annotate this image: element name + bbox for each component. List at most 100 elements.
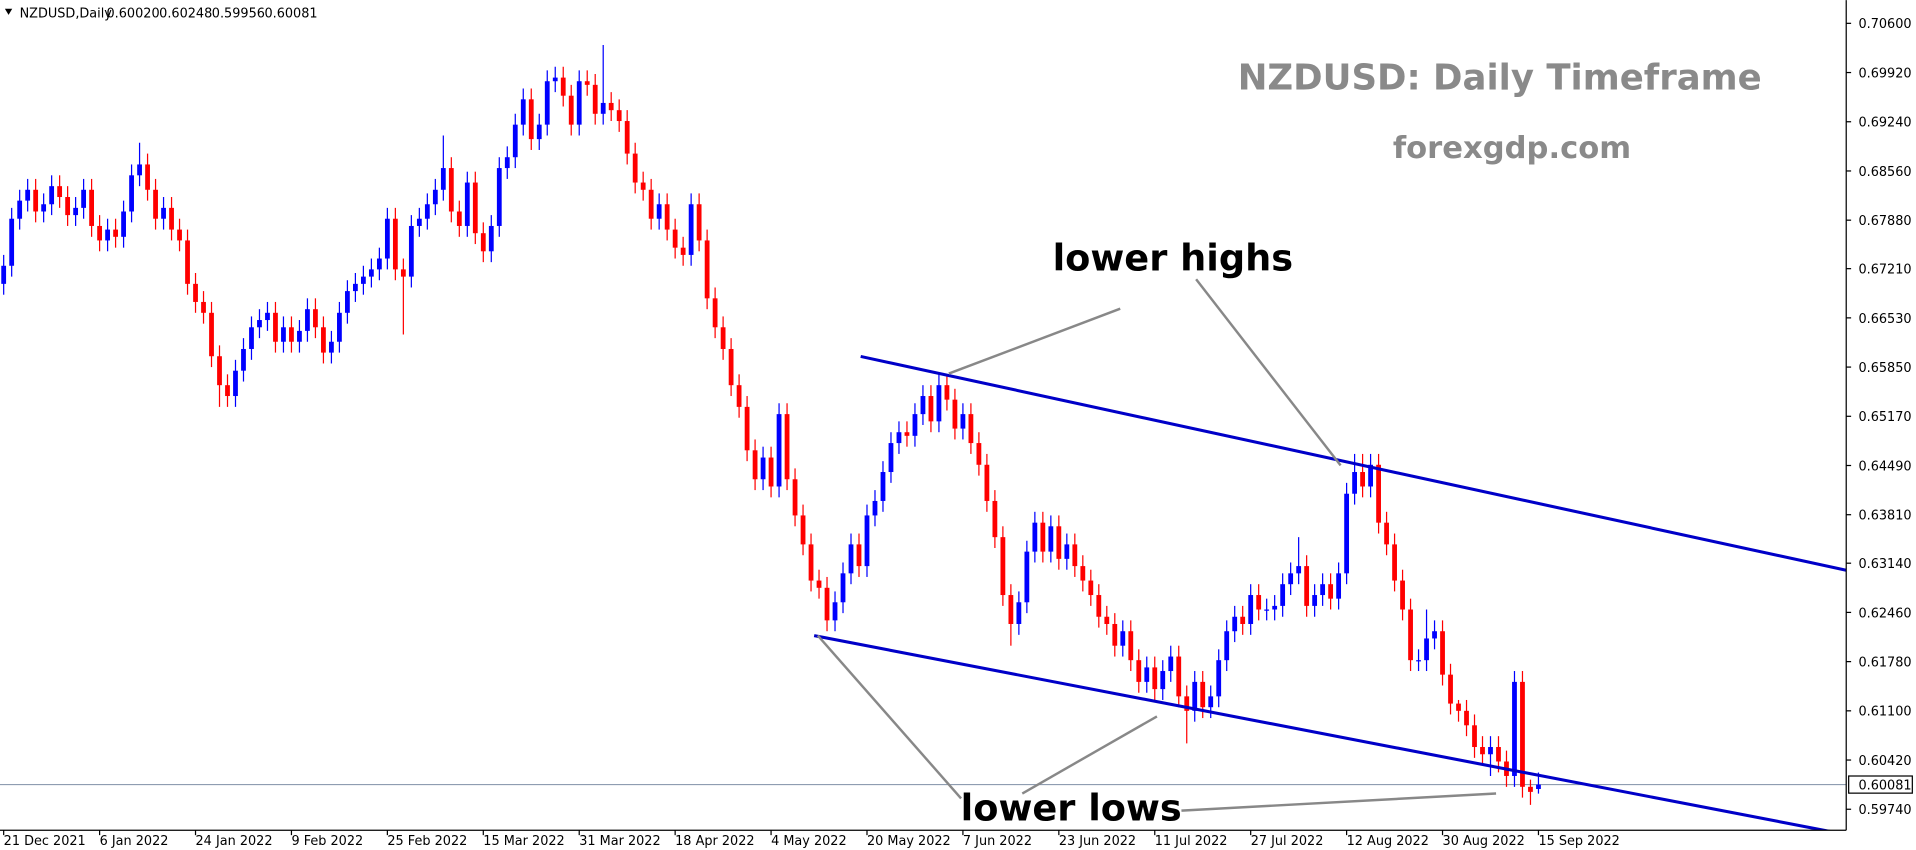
annotation: lower highs xyxy=(1053,237,1294,280)
candle-body xyxy=(145,164,150,190)
candle-body xyxy=(1488,747,1493,755)
y-tick-label: 0.65170 xyxy=(1858,410,1911,425)
candle-body xyxy=(353,283,358,292)
candle-body xyxy=(1392,544,1397,581)
candle-body xyxy=(81,189,87,208)
candle-body xyxy=(113,229,118,237)
candle-body xyxy=(648,189,654,219)
candle-body xyxy=(448,168,454,212)
candle-body xyxy=(376,258,382,270)
y-tick-label: 0.67880 xyxy=(1858,214,1911,229)
candle-body xyxy=(57,186,63,198)
pointer-line xyxy=(1021,715,1158,795)
candle-body xyxy=(568,95,574,125)
candle-body xyxy=(904,432,910,436)
candle-body xyxy=(512,124,518,158)
candle-body xyxy=(368,269,374,277)
candle-body xyxy=(1400,580,1405,610)
candle-body xyxy=(624,121,630,154)
candle-body xyxy=(1376,464,1381,523)
candle-body xyxy=(792,479,798,516)
candle-body xyxy=(41,204,47,212)
y-tick-label: 0.61780 xyxy=(1858,656,1911,671)
candle-body xyxy=(720,327,726,349)
x-tick-label: 9 Feb 2022 xyxy=(291,834,363,849)
x-tick-label: 27 Jul 2022 xyxy=(1251,834,1324,849)
candle-body xyxy=(672,229,678,248)
candle-body xyxy=(520,99,526,125)
x-tick-label: 15 Sep 2022 xyxy=(1538,834,1619,849)
candle-body xyxy=(960,414,966,429)
x-tick-label: 7 Jun 2022 xyxy=(963,834,1032,849)
candle-body xyxy=(968,414,974,444)
candle-body xyxy=(752,450,758,480)
candle-body xyxy=(241,348,246,371)
y-tick-label: 0.63810 xyxy=(1858,509,1911,524)
candle-body xyxy=(704,240,710,299)
candle-body xyxy=(592,84,598,114)
chart-title: NZDUSD: Daily Timeframe xyxy=(1238,58,1762,99)
candle-body xyxy=(816,580,822,588)
candle-body xyxy=(1536,784,1541,789)
ohlc-low: 0.59956 xyxy=(212,6,265,21)
candle-body xyxy=(1104,616,1110,624)
candle-body xyxy=(808,544,814,581)
candle-body xyxy=(1024,551,1030,603)
candle-body xyxy=(1096,595,1102,617)
candle-body xyxy=(1192,681,1198,711)
candle-body xyxy=(496,168,502,226)
candle-body xyxy=(257,320,262,328)
candle-body xyxy=(1456,703,1461,711)
annotation: lower lows xyxy=(961,786,1182,829)
candle-body xyxy=(1200,681,1206,708)
y-tick-label: 0.61100 xyxy=(1858,705,1911,720)
candle-body xyxy=(984,464,990,501)
x-tick-label: 25 Feb 2022 xyxy=(387,834,467,849)
y-tick-label: 0.62460 xyxy=(1858,606,1911,621)
candle-body xyxy=(201,301,206,313)
candle-body xyxy=(856,544,862,567)
candle-body xyxy=(504,157,510,169)
candle-body xyxy=(25,189,31,201)
candle-body xyxy=(1112,623,1118,646)
last-price-label: 0.60081 xyxy=(1858,778,1911,793)
candle-body xyxy=(928,396,934,422)
candle-body xyxy=(17,200,23,219)
candle-body xyxy=(1320,584,1326,596)
candle-body xyxy=(1288,573,1294,585)
candle-body xyxy=(209,312,214,357)
candle-body xyxy=(73,207,79,216)
candle-body xyxy=(89,189,95,226)
candle-body xyxy=(992,500,998,538)
candle-body xyxy=(1160,671,1166,690)
candle-body xyxy=(1008,595,1014,624)
candle-body xyxy=(712,298,718,328)
candle-body xyxy=(153,189,158,219)
x-tick-label: 11 Jul 2022 xyxy=(1155,834,1228,849)
candle-body xyxy=(1000,537,1006,596)
candle-body xyxy=(1528,786,1533,792)
candle-body xyxy=(1168,656,1174,672)
candle-body xyxy=(480,233,486,252)
candle-body xyxy=(536,124,542,140)
candle-body xyxy=(640,182,646,190)
candle-body xyxy=(576,81,582,125)
last-price-box xyxy=(1848,775,1913,794)
candle-body xyxy=(976,443,982,465)
candle-body xyxy=(936,385,942,422)
candle-body xyxy=(1176,656,1182,697)
candle-body xyxy=(800,515,806,545)
candle-body xyxy=(952,399,958,429)
candle-body xyxy=(1328,584,1334,599)
ohlc-open: 0.60020 xyxy=(107,6,160,21)
candle-body xyxy=(832,602,838,621)
x-tick-label: 6 Jan 2022 xyxy=(100,834,169,849)
candle-body xyxy=(121,211,126,237)
x-tick-label: 12 Aug 2022 xyxy=(1347,834,1429,849)
candle-body xyxy=(408,225,414,277)
candle-body xyxy=(1136,660,1142,682)
candle-body xyxy=(1184,696,1190,711)
candle-body xyxy=(273,312,278,342)
candle-body xyxy=(1048,526,1054,552)
